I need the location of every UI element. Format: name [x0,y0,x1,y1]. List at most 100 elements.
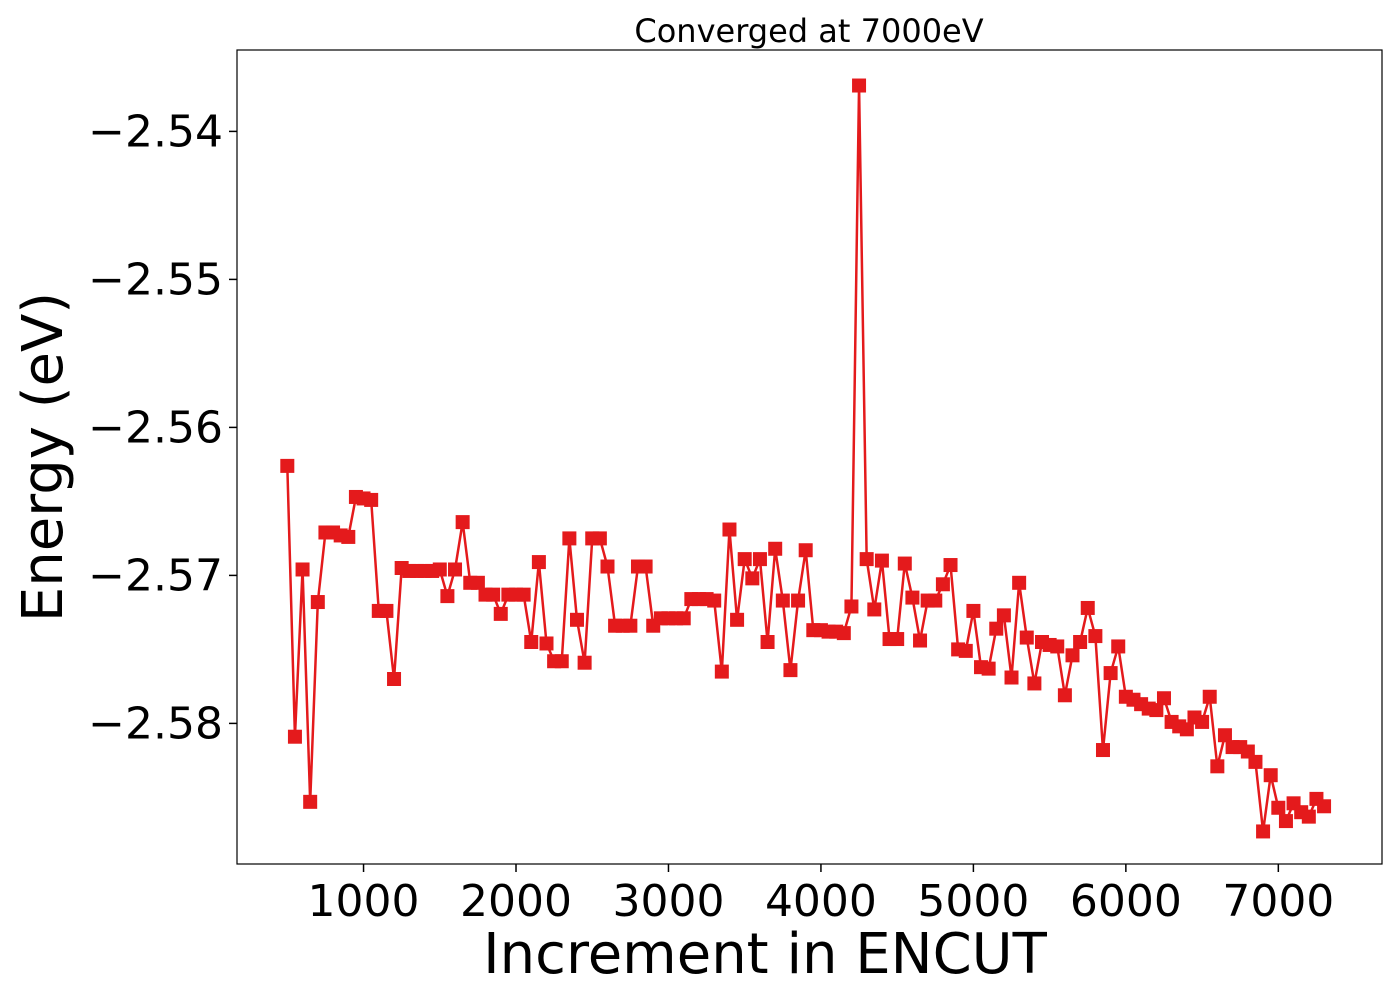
data-point [1065,648,1080,663]
data-point [432,562,447,577]
data-point [1301,809,1316,824]
data-point [1202,689,1217,704]
data-point [1248,754,1263,769]
y-tick-label: −2.54 [88,106,223,157]
data-point [905,590,920,605]
data-markers [280,78,1332,839]
data-point [303,794,318,809]
data-point [745,571,760,586]
data-point [1073,635,1088,649]
data-point [1278,814,1293,829]
data-point [996,608,1011,623]
data-point [859,552,874,567]
data-point [1080,600,1095,615]
data-point [493,606,508,621]
data-point [1149,703,1164,718]
data-point [760,635,775,649]
data-point [1027,676,1042,691]
chart-title: Converged at 7000eV [634,12,983,50]
data-point [1271,800,1286,815]
data-point [1057,688,1072,703]
data-point [1156,691,1171,706]
data-point [798,543,813,558]
data-point [844,599,859,614]
x-tick-label: 7000 [1222,876,1334,927]
data-point [295,562,310,577]
y-axis-label: Energy (eV) [11,292,76,622]
data-point [1050,639,1065,654]
data-point [455,515,470,530]
data-point [791,593,806,608]
data-point [966,603,981,618]
data-point [623,618,638,633]
data-point [364,492,379,507]
data-point [958,643,973,658]
data-point [943,558,958,573]
data-point [867,602,882,617]
data-point [569,612,584,627]
data-point [600,559,615,574]
data-point [470,575,485,590]
plot-frame [236,49,1383,865]
data-point [707,593,722,608]
data-point [730,612,745,627]
data-point [539,636,554,651]
data-point [775,593,790,608]
y-tick-label: −2.55 [88,254,223,305]
data-point [387,672,402,686]
data-point [1095,743,1110,758]
data-point [592,531,607,546]
data-point [1256,824,1271,839]
data-point [379,603,394,618]
data-point [1088,629,1103,644]
data-point [341,529,356,544]
x-tick-label: 6000 [1070,876,1182,927]
data-point [1111,639,1126,654]
data-point [1263,768,1278,783]
data-point [287,729,302,744]
data-point [1019,630,1034,645]
data-point [783,663,798,678]
data-point [935,577,950,592]
data-point [897,556,912,571]
data-point [737,552,752,567]
x-tick-label: 5000 [917,876,1029,927]
data-point [1004,670,1019,685]
data-point [714,664,729,679]
data-point [1210,759,1225,774]
x-axis-ticks: 1000 2000 3000 4000 5000 6000 7000 [308,864,1334,927]
data-point [531,555,546,570]
x-tick-label: 1000 [308,876,420,927]
data-point [874,553,889,568]
data-point [516,587,531,602]
data-point [638,559,653,574]
data-point [280,458,295,473]
data-point [989,621,1004,636]
data-point [852,78,867,93]
data-point [1217,728,1232,743]
y-tick-label: −2.57 [88,550,223,601]
data-point [722,522,737,537]
x-tick-label: 4000 [765,876,877,927]
data-point [913,633,928,648]
data-point [577,655,592,670]
y-tick-label: −2.56 [88,402,223,453]
y-tick-label: −2.58 [88,698,223,749]
data-point [562,531,577,546]
data-point [448,562,463,577]
data-point [440,589,455,604]
data-point [890,632,905,647]
data-point [928,593,943,608]
data-point [310,595,325,610]
x-tick-label: 2000 [460,876,572,927]
data-point [486,587,501,602]
data-point [1103,666,1118,681]
data-point [1179,722,1194,737]
data-point [554,654,569,669]
data-point [524,635,539,649]
data-point [676,611,691,626]
data-point [836,626,851,641]
data-point [1012,575,1027,590]
